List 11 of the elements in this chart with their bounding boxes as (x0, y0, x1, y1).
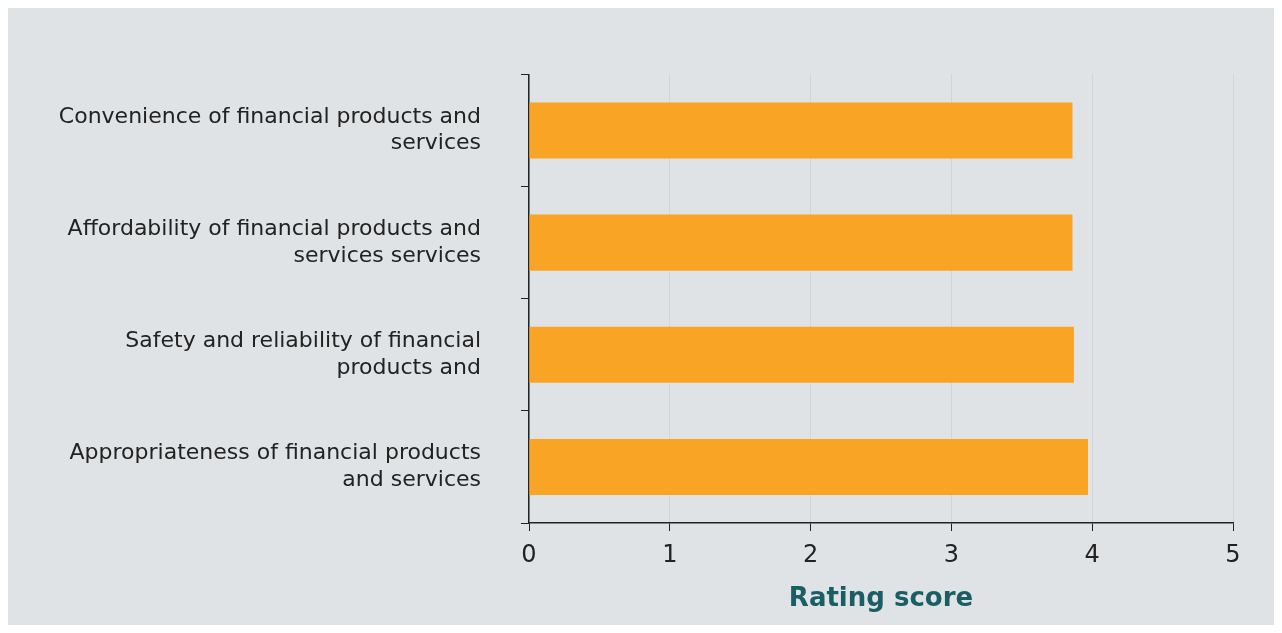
x-tick-label: 4 (1084, 539, 1100, 568)
y-tick-label: Affordability of financial products and services services (67, 215, 481, 267)
y-tick-label: Convenience of financial products and services (58, 102, 481, 155)
y-tick-label: Safety and reliability of financial products and (125, 327, 481, 379)
x-tick-label: 2 (802, 539, 819, 568)
x-tick-label: 1 (662, 539, 678, 568)
x-tick-label: 3 (943, 539, 960, 568)
x-tick-label: 0 (521, 539, 537, 568)
x-axis-title: Rating score (788, 582, 974, 613)
x-tick-label: 5 (1225, 539, 1241, 568)
y-tick-label: Appropriateness of financial products and services (69, 439, 481, 491)
